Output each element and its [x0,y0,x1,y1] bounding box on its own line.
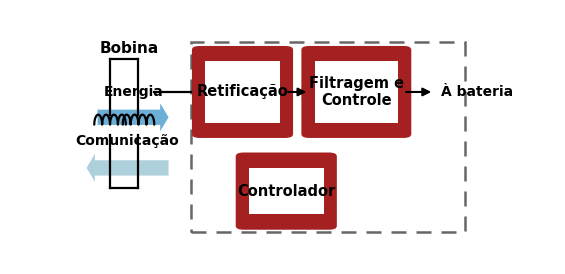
Text: Energia: Energia [103,85,163,99]
FancyBboxPatch shape [315,61,398,122]
FancyBboxPatch shape [301,46,411,138]
Text: Retificação: Retificação [197,84,288,99]
FancyBboxPatch shape [249,168,324,214]
FancyBboxPatch shape [236,153,337,230]
FancyBboxPatch shape [192,46,293,138]
FancyBboxPatch shape [205,61,280,122]
Text: Comunicação: Comunicação [76,134,180,148]
Text: Controlador: Controlador [237,184,336,199]
Text: Filtragem e
Controle: Filtragem e Controle [309,76,404,108]
Text: À bateria: À bateria [441,85,513,99]
Text: Bobina: Bobina [100,41,159,56]
